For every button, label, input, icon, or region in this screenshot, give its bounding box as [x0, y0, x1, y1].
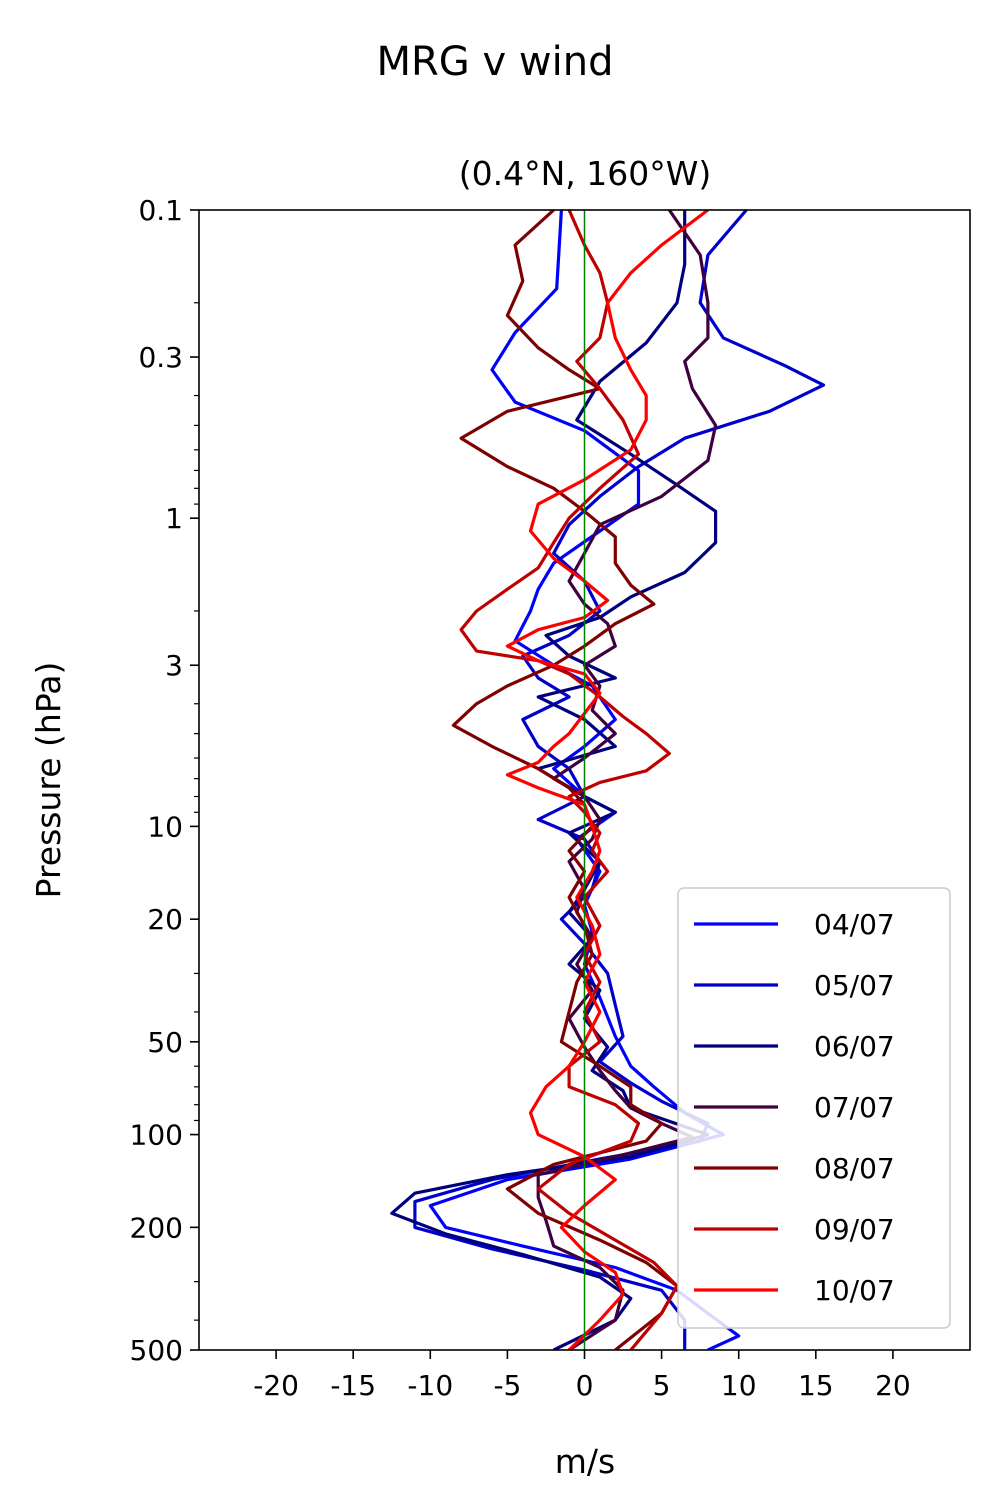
- legend-label: 06/07: [814, 1030, 895, 1063]
- x-tick-label: 10: [721, 1369, 757, 1402]
- legend-label: 07/07: [814, 1091, 895, 1124]
- x-tick-label: -10: [407, 1369, 453, 1402]
- x-tick-label: 15: [798, 1369, 834, 1402]
- y-axis: 0.1 0.3 1 3 10 20 50 100 200 500: [130, 194, 199, 1367]
- x-axis-label: m/s: [555, 1442, 615, 1481]
- y-tick-label: 500: [130, 1334, 183, 1367]
- x-tick-label: -20: [253, 1369, 299, 1402]
- x-tick-label: 5: [653, 1369, 671, 1402]
- series-line-5: [451, 210, 679, 1350]
- y-tick-label: 100: [130, 1119, 183, 1152]
- x-tick-label: 20: [875, 1369, 911, 1402]
- y-tick-label: 200: [130, 1211, 183, 1244]
- y-tick-label: 0.3: [138, 341, 183, 374]
- chart-title: MRG v wind: [377, 39, 614, 85]
- y-tick-label: 3: [165, 649, 183, 682]
- chart-subtitle: (0.4°N, 160°W): [459, 154, 712, 193]
- legend-label: 08/07: [814, 1152, 895, 1185]
- legend: 04/07 05/07 06/07 07/07 08/07 09/07 10/07: [677, 887, 951, 1329]
- x-axis: -20 -15 -10 -5 0 5 10 15 20: [253, 1350, 911, 1402]
- series-line-3: [390, 210, 718, 1350]
- series-line-7: [505, 210, 709, 1350]
- series-line-6: [459, 210, 679, 1350]
- y-tick-label: 50: [147, 1026, 183, 1059]
- legend-box: [677, 887, 951, 1329]
- x-tick-label: 0: [576, 1369, 594, 1402]
- legend-label: 10/07: [814, 1274, 895, 1307]
- legend-label: 04/07: [814, 908, 895, 941]
- legend-label: 05/07: [814, 969, 895, 1002]
- y-tick-label: 20: [147, 903, 183, 936]
- y-tick-label: 1: [165, 502, 183, 535]
- y-tick-label: 0.1: [138, 194, 183, 227]
- x-tick-label: -15: [330, 1369, 376, 1402]
- series-layer: [390, 210, 826, 1350]
- y-tick-label: 10: [147, 810, 183, 843]
- legend-label: 09/07: [814, 1213, 895, 1246]
- y-axis-label: Pressure (hPa): [29, 662, 68, 899]
- x-tick-label: -5: [493, 1369, 521, 1402]
